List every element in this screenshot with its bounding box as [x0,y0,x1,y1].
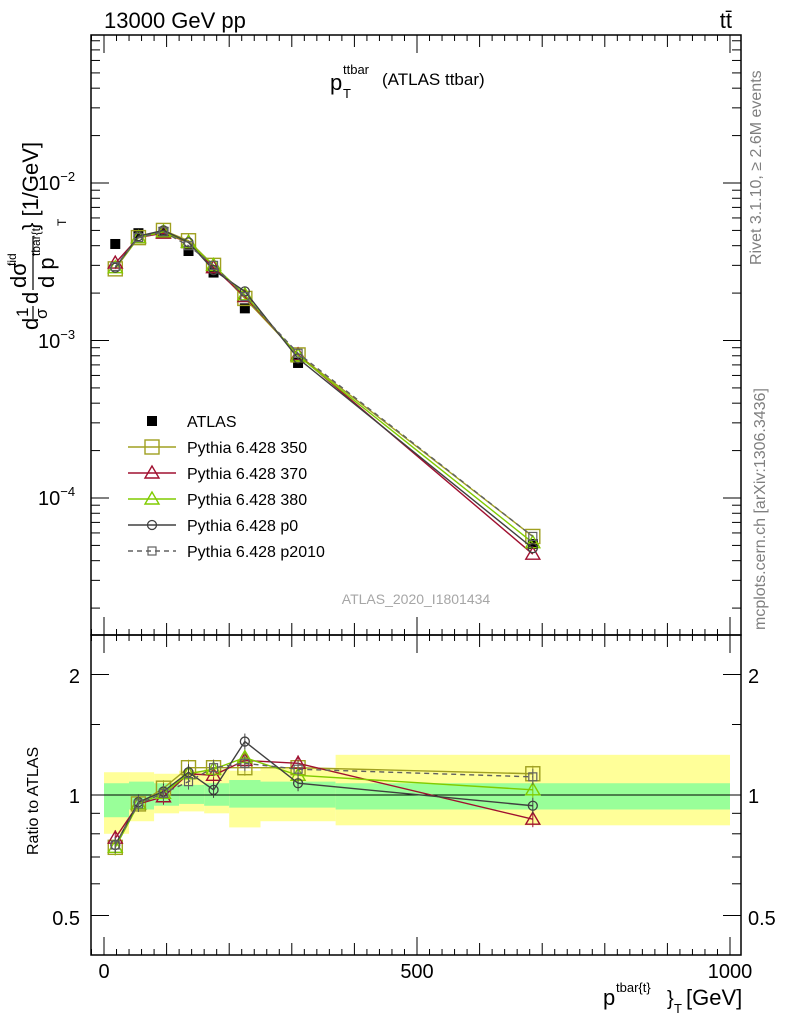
rtick-label-05-right: 0.5 [748,908,776,930]
mcplots-label: mcplots.cern.ch [arXiv:1306.3436] [752,388,769,630]
main-ylabel-unit: } [1/GeV] [18,142,43,230]
main-title: p ttbar T (ATLAS ttbar) [330,62,485,101]
svg-text:d: d [18,318,43,330]
svg-text:1: 1 [13,308,32,317]
svg-text:tbar{t: tbar{t [29,227,43,256]
xlabel-sup: tbar{t} [616,980,651,995]
main-point [208,260,219,270]
legend-marker [146,519,158,531]
title-main: p [330,70,342,95]
svg-text:σ: σ [32,308,51,319]
main-point [528,531,538,542]
xtick-label-1000: 1000 [708,961,753,983]
legend-label: Pythia 6.428 380 [187,492,307,509]
ratio-point [293,764,303,774]
xtick-label-0: 0 [98,961,109,983]
ratio-point [240,758,250,768]
analysis-watermark: ATLAS_2020_I1801434 [342,591,491,607]
legend-label: Pythia 6.428 p0 [187,518,298,535]
main-point [183,241,194,251]
legend: ATLAS Pythia 6.428 350 Pythia 6.428 370 Pyt… [128,414,325,561]
legend-marker [143,464,161,479]
xlabel-unit: [GeV] [686,985,742,1010]
ratio-point [110,840,120,850]
ytick-label-1e-4: 10−4 [38,484,75,510]
svg-text:fid: fid [5,253,19,266]
svg-text:d p: d p [34,257,59,288]
legend-marker [143,490,161,505]
ratio-point [527,800,538,811]
ratio-point [183,777,194,787]
ratio-point [133,799,144,809]
ratio-series-layer [107,733,542,856]
legend-marker [147,416,157,426]
ratio-point [239,736,251,747]
title-rest: (ATLAS ttbar) [382,70,485,89]
inner-band [104,783,130,818]
axis-ticks [90,35,741,955]
title-sup: ttbar [343,62,370,77]
inner-band [229,780,261,808]
xtick-label-500: 500 [400,961,433,983]
main-point [239,303,250,314]
main-series-line [114,231,534,538]
xlabel-main: p [603,985,615,1010]
ytick-label-1e-3: 10−3 [38,327,75,353]
main-point [293,348,303,358]
ratio-ylabel: Ratio to ATLAS [25,747,42,855]
main-point [158,227,169,237]
xlabel-rest: } [667,988,674,1010]
main-series-line [114,231,534,544]
ratio-point [208,763,219,773]
main-ylabel: d 1 σ d dσ fid d p tbar{t T } [1/GeV] [5,142,69,330]
main-point [133,233,144,243]
main-point [527,543,538,554]
legend-marker [144,439,160,455]
main-series-layer [107,222,542,560]
rtick-label-1-right: 1 [748,786,759,808]
rtick-label-2: 2 [69,666,80,688]
energy-label: 13000 GeV pp [104,8,246,33]
ratio-ytick-labels: 2 1 0.5 2 1 0.5 [52,666,776,930]
ratio-point [208,784,219,796]
svg-text:T: T [55,218,69,226]
main-point [524,545,542,560]
process-label: tt̄ [720,8,732,33]
xtick-labels: 0 500 1000 [98,961,752,983]
svg-text:dσ: dσ [6,262,31,288]
legend-marker [147,546,157,556]
legend-label: Pythia 6.428 p2010 [187,544,325,561]
legend-label: Pythia 6.428 370 [187,466,307,483]
ratio-point [158,788,169,798]
ytick-label-1e-2: 10−2 [38,169,75,195]
main-series-line [114,232,534,555]
ratio-point [524,781,542,796]
ratio-point [528,772,538,782]
rivet-label: Rivet 3.1.10, ≥ 2.6M events [748,70,765,265]
xlabel: p tbar{t} } T [GeV] [603,980,742,1016]
inner-band [179,784,205,804]
main-point [110,238,121,249]
main-series-line [114,229,534,538]
title-sub: T [343,86,351,101]
main-point [183,246,194,257]
inner-band [204,783,230,806]
ratio-point [524,810,542,825]
rtick-label-05: 0.5 [52,908,80,930]
main-point [110,261,120,272]
main-point [240,291,250,302]
ratio-point [292,778,304,789]
legend-label: ATLAS [187,414,237,431]
xlabel-sub: T [674,1001,682,1016]
legend-label: Pythia 6.428 350 [187,440,307,457]
svg-text:d: d [18,292,43,304]
rtick-label-2-right: 2 [748,666,759,688]
rtick-label-1: 1 [69,786,80,808]
